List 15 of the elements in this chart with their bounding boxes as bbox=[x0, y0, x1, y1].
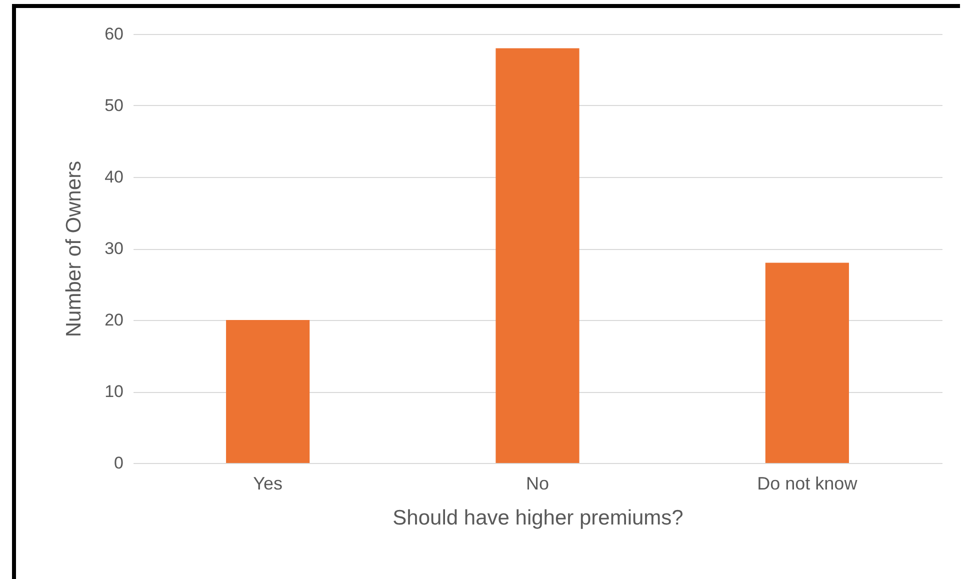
x-tick-label: Do not know bbox=[757, 474, 858, 494]
x-tick-label: No bbox=[526, 474, 550, 494]
y-tick-label: 20 bbox=[104, 310, 124, 330]
y-tick-label: 10 bbox=[104, 382, 124, 401]
y-tick-label: 30 bbox=[104, 239, 124, 258]
y-tick-label: 40 bbox=[104, 168, 124, 186]
bar bbox=[496, 48, 580, 463]
bar bbox=[765, 262, 849, 463]
y-tick-label: 50 bbox=[104, 96, 124, 115]
bar bbox=[226, 320, 310, 463]
y-tick-label: 0 bbox=[114, 454, 124, 472]
x-tick-label: Yes bbox=[253, 474, 283, 494]
y-tick-label: 60 bbox=[104, 24, 124, 44]
x-axis-title: Should have higher premiums? bbox=[392, 506, 684, 530]
y-axis-title: Number of Owners bbox=[62, 160, 86, 338]
